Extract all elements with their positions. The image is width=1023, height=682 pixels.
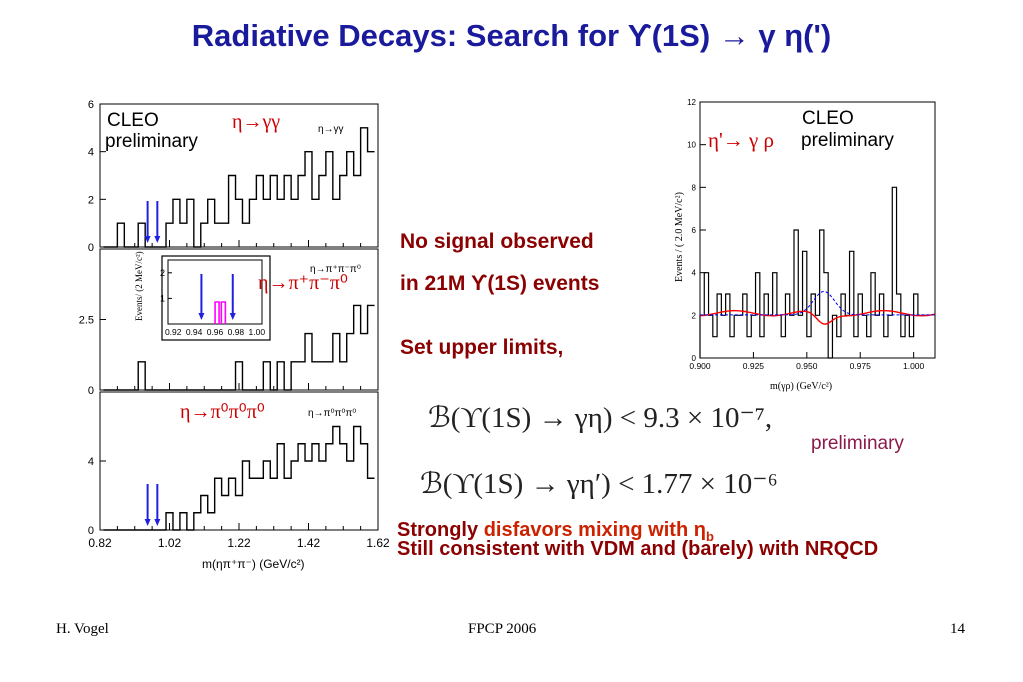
conclusion-line-1: Strongly disfavors mixing with ηb	[397, 519, 714, 544]
left-xlabel: m(ηπ⁺π⁻) (GeV/c²)	[202, 557, 305, 571]
right-channel-label: η'→ γ ρ	[708, 128, 774, 152]
left-preliminary-label: preliminary	[105, 131, 198, 152]
footer-conference: FPCP 2006	[468, 621, 537, 637]
right-signal-curve	[700, 290, 935, 316]
panel3-channel-label: η→π⁰π⁰π⁰	[180, 401, 265, 423]
conclusion-strongly: Strongly	[397, 519, 479, 541]
panel3-histogram	[103, 425, 375, 531]
footer-page-number: 14	[950, 621, 965, 637]
inset-ytick-label: 1	[160, 293, 165, 303]
panel1-channel-label: η→γγ	[232, 111, 280, 133]
panel1-ytick-label: 4	[88, 147, 94, 159]
inset-arrow-1-head	[229, 313, 236, 320]
inset-ylabel: Events/ (2 MeV/c²)	[134, 251, 144, 321]
left-plot-root: 0 2 4 6 0 2.5 0 4 0.82 1.02 1.22 1.42 1.62 0.92 0.94 0.…	[79, 99, 390, 550]
footer-author: H. Vogel	[56, 621, 109, 637]
panel3-arrow-0-head	[144, 519, 151, 526]
right-ytick-label: 10	[687, 141, 696, 150]
left-xtick-label: 1.42	[297, 536, 321, 550]
conclusion-sub: b	[705, 529, 714, 544]
formula-eta: ℬ(ϒ(1S) → γη) < 9.3 × 10⁻⁷,	[428, 402, 773, 434]
right-ytick-label: 4	[692, 269, 697, 278]
events-text: in 21M ϒ(1S) events	[400, 272, 600, 295]
right-xtick-label: 0.950	[796, 361, 818, 371]
right-xlabel: m(γρ) (GeV/c²)	[770, 381, 832, 392]
slide-title: Radiative Decays: Search for ϒ(1S) → γ η…	[191, 18, 832, 53]
panel2-ytick-label: 0	[88, 385, 94, 397]
left-xtick-label: 1.22	[227, 536, 251, 550]
left-cleo-label: CLEO	[107, 110, 159, 131]
right-fit-curve	[699, 309, 936, 325]
preliminary-note: preliminary	[811, 433, 904, 454]
panel1-ytick-label: 0	[88, 242, 94, 254]
left-xtick-label: 1.62	[366, 536, 390, 550]
right-xtick-label: 0.975	[850, 361, 872, 371]
panel3-arrow-1-head	[154, 519, 161, 526]
left-xtick-label: 0.82	[88, 536, 112, 550]
right-histogram	[699, 186, 927, 359]
right-ytick-label: 8	[692, 183, 697, 192]
right-ytick-label: 12	[687, 98, 696, 107]
formula-eta-prime: ℬ(ϒ(1S) → γη′) < 1.77 × 10⁻⁶	[420, 468, 778, 500]
panel2-small-label: η→π⁺π⁻π⁰	[310, 264, 361, 275]
right-ylabel: Events / ( 2.0 MeV/c²)	[674, 192, 685, 282]
conclusion-line-2: Still consistent with VDM and (barely) w…	[397, 538, 879, 560]
right-xtick-label: 0.900	[689, 361, 711, 371]
inset-xtick-label: 0.96	[207, 327, 224, 337]
left-xtick-label: 1.02	[158, 536, 182, 550]
panel2-ytick-label: 2.5	[79, 315, 94, 327]
right-xtick-label: 0.925	[743, 361, 765, 371]
no-signal-text: No signal observed	[400, 230, 594, 253]
right-preliminary-label: preliminary	[801, 130, 894, 151]
inset-xtick-label: 0.98	[228, 327, 245, 337]
inset-xtick-label: 0.94	[186, 327, 203, 337]
panel1-arrow-1-head	[154, 236, 161, 243]
inset-peak-1	[220, 301, 227, 324]
inset-ytick-label: 2	[160, 268, 165, 278]
panel2-histogram	[103, 304, 375, 391]
panel3-ytick-label: 0	[88, 525, 94, 537]
right-cleo-label: CLEO	[802, 108, 854, 129]
inset-xtick-label: 1.00	[249, 327, 266, 337]
right-ytick-label: 0	[692, 354, 697, 363]
panel2-channel-label: η→π⁺π⁻π⁰	[258, 272, 348, 294]
inset-peak-0	[214, 301, 220, 324]
panel3-ytick-label: 4	[88, 456, 94, 468]
inset-border	[161, 255, 271, 341]
panel3-small-label: η→π⁰π⁰π⁰	[308, 408, 356, 419]
right-ytick-label: 2	[692, 311, 697, 320]
upper-limits-text: Set upper limits,	[400, 336, 564, 359]
panel1-ytick-label: 6	[88, 99, 94, 111]
inset-xtick-label: 0.92	[165, 327, 182, 337]
right-plot-root: 0 2 4 6 8 10 12 0.900 0.925 0.950 0.975 1.000	[687, 98, 936, 371]
right-ytick-label: 6	[692, 226, 697, 235]
conclusion-disfavors: disfavors mixing with η	[483, 519, 706, 541]
panel1-small-label: η→γγ	[318, 124, 344, 135]
panel1-ytick-label: 2	[88, 194, 94, 206]
panel1-histogram	[103, 127, 375, 248]
panel1-arrow-0-head	[144, 236, 151, 243]
right-xtick-label: 1.000	[903, 361, 925, 371]
inset-arrow-0-head	[198, 313, 205, 320]
left-histogram-figure: 0 2 4 6 0 2.5 0 4 0.82 1.02 1.22 1.42 1.62 0.92 0.94 0.…	[79, 99, 390, 571]
